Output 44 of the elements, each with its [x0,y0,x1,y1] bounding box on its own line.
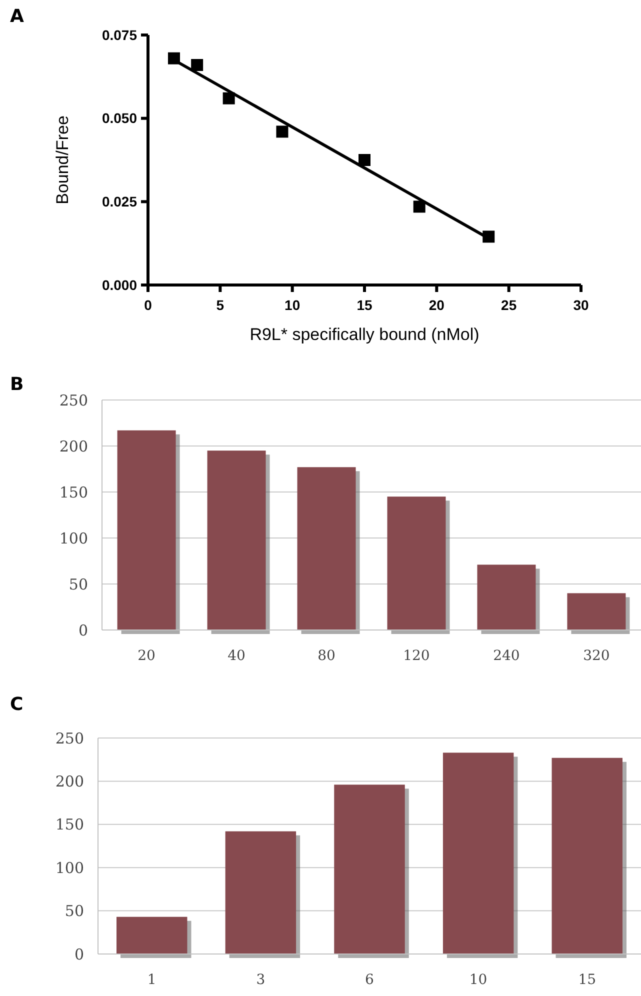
y-tick-label: 250 [59,391,88,410]
y-tick-label: 200 [55,772,84,790]
x-tick-label: 120 [403,648,430,664]
x-tick-label: 20 [428,297,445,313]
y-tick-label: 0.025 [102,194,138,210]
point [358,154,370,166]
y-tick-label: 50 [64,902,84,920]
chart-title: A [10,6,24,27]
x-tick-label: 5 [216,297,224,313]
y-tick-label: 150 [59,483,88,502]
x-tick-label: 240 [493,648,520,664]
x-tick-label: 80 [318,648,336,664]
y-tick-label: 100 [59,529,88,548]
x-tick-label: 20 [138,648,156,664]
y-tick-label: 200 [59,437,88,456]
y-tick-label: 0 [78,621,88,640]
y-tick-label: 50 [68,575,88,594]
point [276,126,288,138]
y-tick-label: 250 [55,729,84,748]
x-tick-label: 0 [144,297,152,313]
chart-title: C [10,694,24,715]
x-tick-label: 25 [501,297,517,313]
point [222,92,235,104]
y-tick-label: 0 [74,945,84,964]
x-tick-label: 6 [365,972,374,988]
point [413,200,426,213]
point [191,59,204,71]
x-axis-title: R9L* specifically bound (nMol) [250,325,480,344]
x-tick-label: 40 [228,648,246,664]
chart-title: B [10,374,24,395]
y-tick-label: 0.000 [102,276,138,293]
x-tick-label: 1 [147,972,156,988]
x-tick-label: 10 [284,297,300,313]
y-tick-label: 100 [55,858,84,877]
x-tick-label: 3 [256,972,266,988]
x-tick-label: 30 [573,297,589,313]
y-tick-label: 0.050 [102,110,138,126]
x-tick-label: 10 [469,972,488,988]
y-tick-label: 150 [55,816,84,834]
y-tick-label: 0.075 [102,26,138,43]
x-tick-label: 320 [583,648,610,664]
x-tick-label: 15 [578,972,596,988]
x-tick-label: 15 [356,297,372,313]
y-axis-title: Bound/Free [53,116,72,204]
